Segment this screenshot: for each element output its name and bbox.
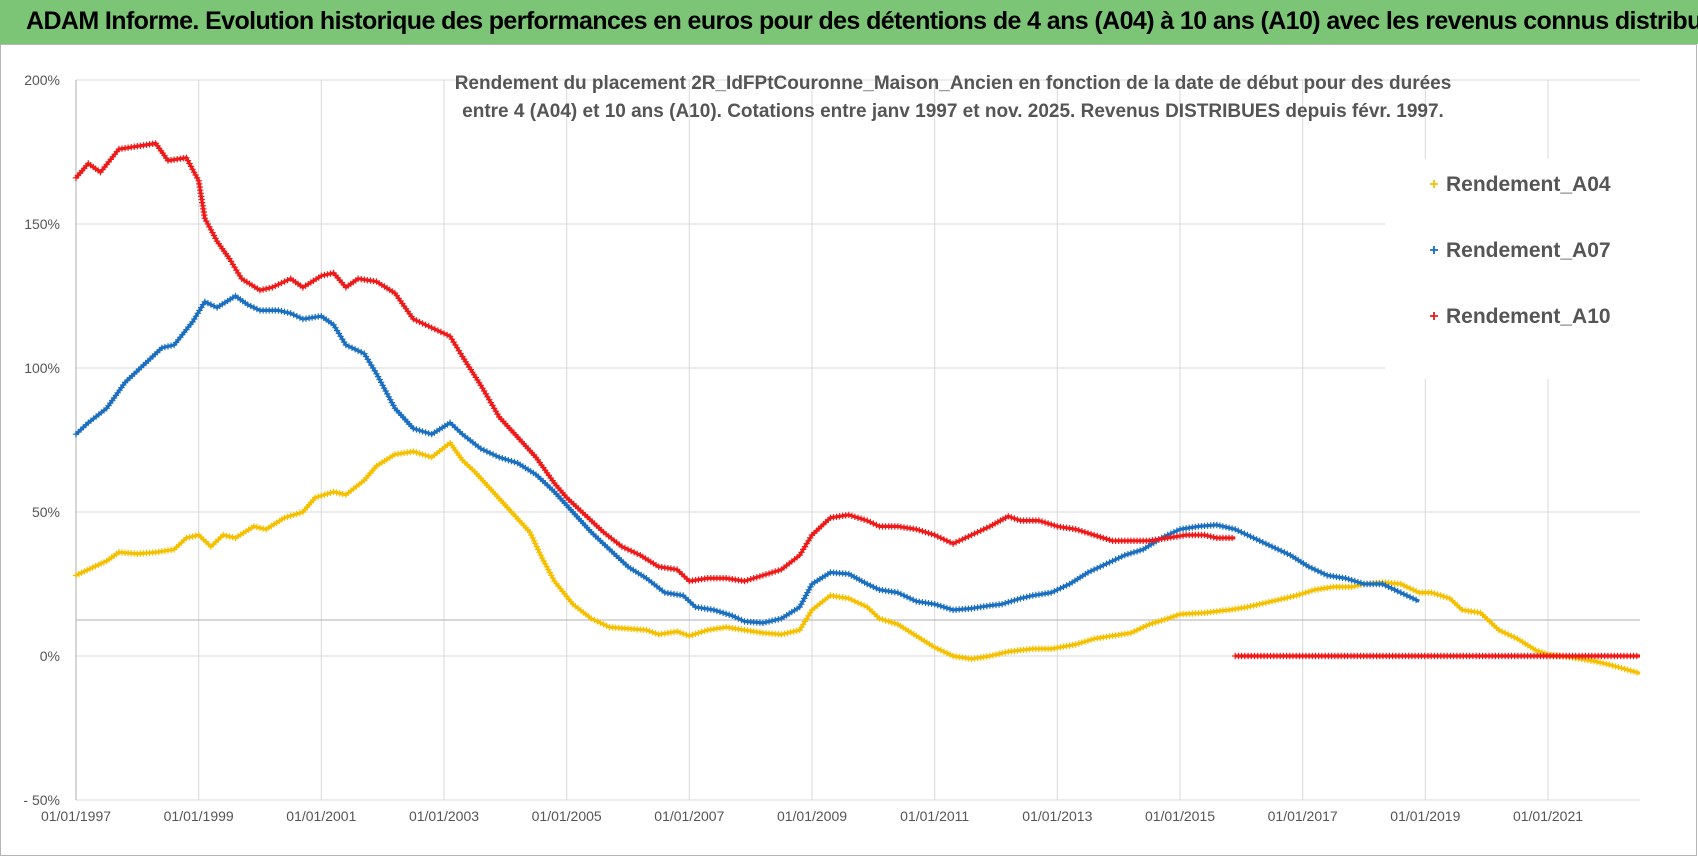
axis-labels: - 50% 0% 50% 100% 150% 200% 01/01/1997 01/01/19… — [23, 72, 1583, 824]
x-tick-label: 01/01/2021 — [1513, 808, 1583, 824]
chart-title-line-2: entre 4 (A04) et 10 ans (A10). Cotations… — [462, 101, 1444, 122]
legend-item: Rendement_A07 — [1430, 239, 1611, 262]
legend-label: Rendement_A10 — [1446, 305, 1611, 328]
y-tick-label: 100% — [24, 360, 60, 376]
legend-item: Rendement_A10 — [1430, 305, 1611, 328]
title-banner: ADAM Informe. Evolution historique des p… — [0, 0, 1698, 44]
x-tick-label: 01/01/1999 — [164, 808, 234, 824]
y-tick-label: - 50% — [23, 792, 60, 808]
series-markers — [72, 439, 1641, 676]
x-tick-label: 01/01/2017 — [1268, 808, 1338, 824]
series-markers — [72, 292, 1420, 627]
x-tick-label: 01/01/2015 — [1145, 808, 1215, 824]
legend-marker — [1430, 312, 1438, 320]
legend-background — [1385, 159, 1657, 379]
series-Rendement_A07 — [72, 292, 1420, 627]
banner-title: ADAM Informe. Evolution historique des p… — [26, 7, 1698, 35]
chart-title-line-1: Rendement du placement 2R_IdFPtCouronne_… — [455, 73, 1452, 94]
x-tick-label: 01/01/2009 — [777, 808, 847, 824]
series-Rendement_A10 — [1232, 652, 1640, 660]
x-tick-label: 01/01/2013 — [1022, 808, 1092, 824]
series-group — [72, 140, 1641, 676]
x-tick-label: 01/01/2011 — [900, 808, 969, 824]
legend-item: Rendement_A04 — [1430, 173, 1611, 196]
y-tick-label: 50% — [32, 504, 60, 520]
chart-title: Rendement du placement 2R_IdFPtCouronne_… — [455, 73, 1452, 122]
y-tick-label: 0% — [40, 648, 60, 664]
x-tick-label: 01/01/2003 — [409, 808, 479, 824]
legend-label: Rendement_A04 — [1446, 173, 1611, 196]
series-Rendement_A10 — [72, 140, 1236, 585]
x-tick-label: 01/01/2019 — [1390, 808, 1460, 824]
x-tick-label: 01/01/1997 — [41, 808, 111, 824]
performance-chart: - 50% 0% 50% 100% 150% 200% 01/01/1997 01/01/19… — [0, 44, 1697, 856]
x-tick-label: 01/01/2001 — [286, 808, 356, 824]
legend-marker — [1430, 180, 1438, 188]
y-tick-label: 200% — [24, 72, 60, 88]
series-markers — [72, 140, 1236, 585]
series-markers — [1232, 652, 1640, 660]
legend: Rendement_A04 Rendement_A07 Rendement_A10 — [1430, 173, 1611, 328]
x-tick-label: 01/01/2005 — [532, 808, 602, 824]
legend-label: Rendement_A07 — [1446, 239, 1611, 262]
x-tick-label: 01/01/2007 — [654, 808, 724, 824]
y-tick-label: 150% — [24, 216, 60, 232]
legend-marker — [1430, 246, 1438, 254]
